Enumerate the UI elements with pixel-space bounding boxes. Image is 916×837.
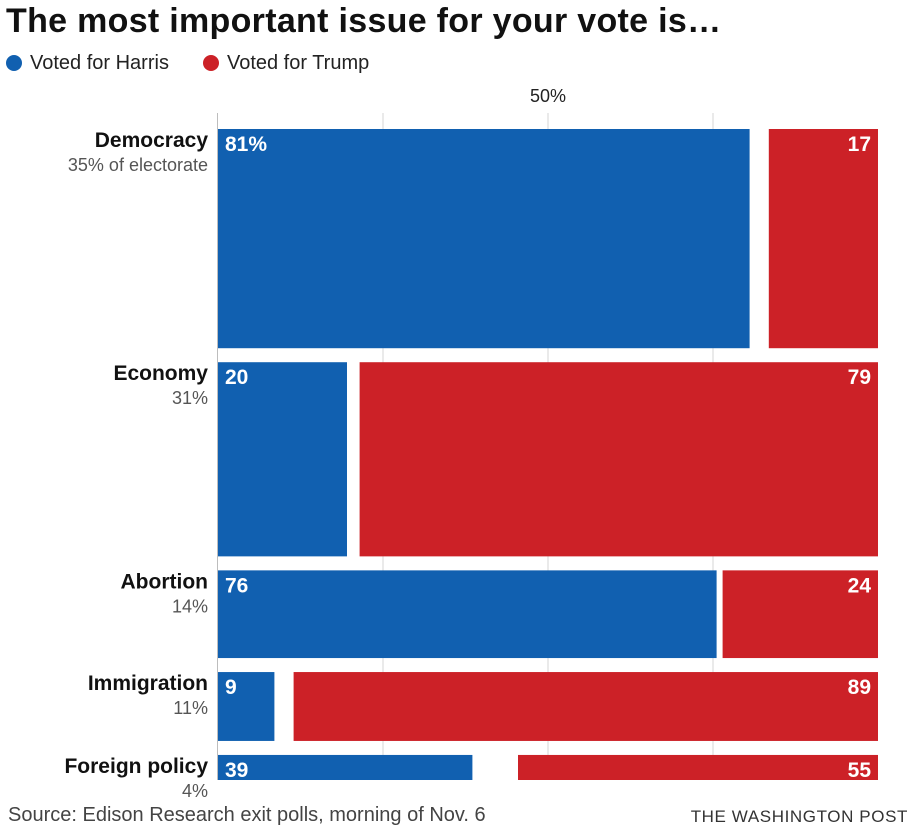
bar-label-trump-foreign-policy: 55 bbox=[848, 759, 872, 782]
category-share-democracy: 35% of electorate bbox=[68, 155, 208, 175]
bar-harris-economy bbox=[218, 362, 347, 557]
bar-label-harris-abortion: 76 bbox=[225, 574, 248, 597]
category-label-foreign-policy: Foreign policy bbox=[64, 755, 208, 778]
bar-trump-foreign-policy bbox=[518, 754, 878, 780]
bar-harris-democracy bbox=[218, 129, 750, 349]
legend-label-trump: Voted for Trump bbox=[226, 51, 370, 74]
category-label-economy: Economy bbox=[113, 362, 208, 385]
category-label-abortion: Abortion bbox=[121, 570, 208, 593]
bar-label-harris-democracy: 81% bbox=[225, 133, 267, 156]
category-label-democracy: Democracy bbox=[95, 129, 209, 152]
bar-trump-economy bbox=[359, 362, 879, 557]
bar-trump-immigration bbox=[293, 672, 879, 741]
legend-item-harris: Voted for Harris bbox=[6, 52, 169, 75]
bar-trump-democracy bbox=[768, 129, 878, 349]
bar-harris-immigration bbox=[218, 672, 275, 741]
bar-trump-abortion bbox=[722, 570, 878, 659]
bar-harris-abortion bbox=[218, 570, 717, 659]
bar-label-trump-democracy: 17 bbox=[848, 133, 871, 156]
category-label-immigration: Immigration bbox=[88, 672, 208, 695]
legend-dot-harris bbox=[6, 55, 22, 71]
bar-label-harris-foreign-policy: 39 bbox=[225, 759, 248, 782]
bar-label-trump-immigration: 89 bbox=[848, 676, 871, 699]
category-share-abortion: 14% bbox=[172, 596, 208, 616]
midline-label: 50% bbox=[529, 86, 567, 106]
legend: Voted for Harris Voted for Trump bbox=[6, 50, 403, 76]
legend-label-harris: Voted for Harris bbox=[30, 51, 169, 74]
chart-title: The most important issue for your vote i… bbox=[6, 2, 722, 40]
bar-label-harris-economy: 20 bbox=[225, 366, 248, 389]
bar-harris-foreign-policy bbox=[218, 754, 473, 780]
source-note: Source: Edison Research exit polls, morn… bbox=[8, 804, 486, 826]
category-share-immigration: 11% bbox=[173, 698, 208, 718]
bar-label-harris-immigration: 9 bbox=[225, 676, 237, 699]
legend-dot-trump bbox=[202, 55, 219, 71]
publisher-credit: THE WASHINGTON POST bbox=[690, 807, 908, 826]
category-share-foreign-policy: 4% bbox=[182, 781, 208, 801]
bar-label-trump-economy: 79 bbox=[848, 366, 871, 389]
bar-label-trump-abortion: 24 bbox=[848, 574, 872, 597]
legend-item-trump: Voted for Trump bbox=[202, 51, 370, 75]
category-share-economy: 31% bbox=[172, 388, 208, 408]
